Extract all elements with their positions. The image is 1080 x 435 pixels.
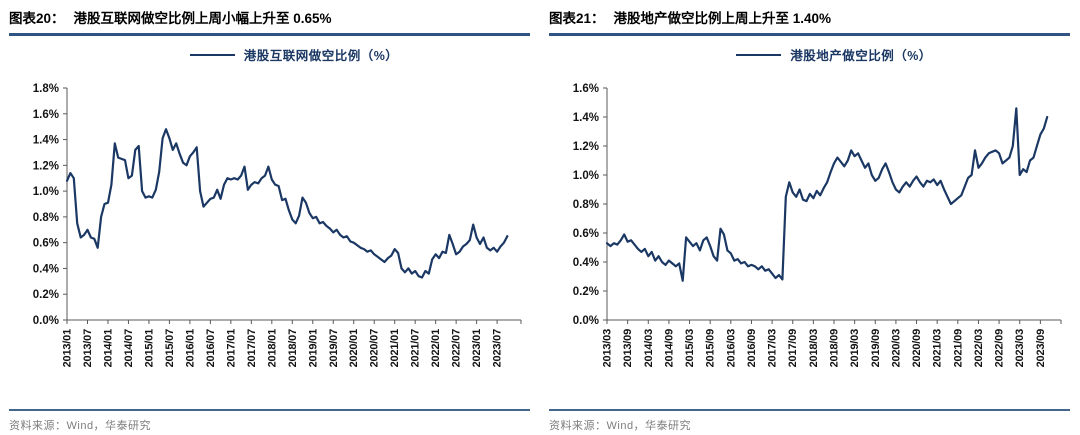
chart-card-internet-short-ratio: 图表20： 港股互联网做空比例上周小幅上升至 0.65% 港股互联网做空比例（%… bbox=[9, 5, 530, 433]
svg-text:0.4%: 0.4% bbox=[573, 257, 599, 269]
chart-header: 图表21： 港股地产做空比例上周上升至 1.40% bbox=[549, 5, 1070, 36]
svg-text:2020/03: 2020/03 bbox=[890, 329, 902, 367]
svg-text:0.2%: 0.2% bbox=[33, 289, 59, 301]
svg-text:0.2%: 0.2% bbox=[573, 286, 599, 298]
svg-text:1.4%: 1.4% bbox=[33, 135, 59, 147]
svg-text:2020/01: 2020/01 bbox=[348, 329, 360, 367]
legend-line-icon bbox=[736, 53, 782, 56]
svg-text:0.8%: 0.8% bbox=[33, 212, 59, 224]
chart-card-property-short-ratio: 图表21： 港股地产做空比例上周上升至 1.40% 港股地产做空比例（%） 0.… bbox=[549, 5, 1070, 433]
svg-text:1.2%: 1.2% bbox=[573, 141, 599, 153]
svg-text:1.0%: 1.0% bbox=[573, 170, 599, 182]
svg-text:2016/07: 2016/07 bbox=[205, 329, 217, 367]
svg-text:2016/09: 2016/09 bbox=[746, 329, 758, 367]
svg-text:2022/01: 2022/01 bbox=[430, 329, 442, 367]
svg-text:1.6%: 1.6% bbox=[573, 83, 599, 95]
legend-label: 港股互联网做空比例（%） bbox=[243, 49, 399, 63]
svg-text:2017/03: 2017/03 bbox=[767, 329, 779, 367]
chart-header: 图表20： 港股互联网做空比例上周小幅上升至 0.65% bbox=[9, 5, 530, 36]
source-text: 资料来源：Wind，华泰研究 bbox=[9, 420, 152, 432]
svg-text:2017/09: 2017/09 bbox=[787, 329, 799, 367]
svg-text:2017/07: 2017/07 bbox=[246, 329, 258, 367]
svg-text:2015/07: 2015/07 bbox=[164, 329, 176, 367]
svg-text:2019/07: 2019/07 bbox=[328, 329, 340, 367]
svg-text:2023/03: 2023/03 bbox=[1014, 329, 1026, 367]
svg-text:0.6%: 0.6% bbox=[573, 228, 599, 240]
legend-label: 港股地产做空比例（%） bbox=[790, 49, 932, 63]
svg-text:1.2%: 1.2% bbox=[33, 160, 59, 172]
svg-text:1.6%: 1.6% bbox=[33, 109, 59, 121]
svg-text:2020/07: 2020/07 bbox=[369, 329, 381, 367]
svg-text:2018/01: 2018/01 bbox=[266, 329, 278, 367]
line-chart-internet-short-ratio: 0.0% 0.2% 0.4% 0.6% 0.8% 1.0% 1.2% 1.4% 1.6% 1.8%… bbox=[33, 83, 522, 367]
svg-text:0.0%: 0.0% bbox=[33, 315, 59, 327]
svg-text:2014/01: 2014/01 bbox=[103, 329, 115, 367]
svg-text:2014/03: 2014/03 bbox=[643, 329, 655, 367]
svg-text:2023/07: 2023/07 bbox=[492, 329, 504, 367]
svg-text:2021/09: 2021/09 bbox=[952, 329, 964, 367]
svg-text:2021/07: 2021/07 bbox=[410, 329, 422, 367]
svg-text:2018/07: 2018/07 bbox=[287, 329, 299, 367]
svg-text:2015/01: 2015/01 bbox=[143, 329, 155, 367]
svg-text:2016/01: 2016/01 bbox=[184, 329, 196, 367]
svg-text:2019/01: 2019/01 bbox=[307, 329, 319, 367]
svg-text:2013/09: 2013/09 bbox=[622, 329, 634, 367]
svg-text:2018/03: 2018/03 bbox=[808, 329, 820, 367]
legend: 港股互联网做空比例（%） bbox=[67, 45, 521, 64]
svg-text:2022/07: 2022/07 bbox=[451, 329, 463, 367]
svg-text:2015/03: 2015/03 bbox=[684, 329, 696, 367]
source-divider bbox=[549, 409, 1070, 411]
svg-text:1.8%: 1.8% bbox=[33, 83, 59, 95]
svg-text:0.0%: 0.0% bbox=[573, 315, 599, 327]
svg-text:2023/09: 2023/09 bbox=[1035, 329, 1047, 367]
svg-text:2020/09: 2020/09 bbox=[911, 329, 923, 367]
svg-text:2013/03: 2013/03 bbox=[602, 329, 614, 367]
svg-text:2023/01: 2023/01 bbox=[471, 329, 483, 367]
source-text: 资料来源：Wind，华泰研究 bbox=[549, 420, 692, 432]
line-chart-property-short-ratio: 0.0% 0.2% 0.4% 0.6% 0.8% 1.0% 1.2% 1.4% 1.6% 2013… bbox=[573, 83, 1062, 367]
legend-line-icon bbox=[189, 53, 235, 56]
svg-text:2014/09: 2014/09 bbox=[663, 329, 675, 367]
svg-text:2022/03: 2022/03 bbox=[973, 329, 985, 367]
figure-label: 图表21： bbox=[549, 11, 605, 26]
svg-text:1.4%: 1.4% bbox=[573, 112, 599, 124]
svg-text:2021/03: 2021/03 bbox=[932, 329, 944, 367]
svg-text:2016/03: 2016/03 bbox=[725, 329, 737, 367]
svg-text:0.8%: 0.8% bbox=[573, 199, 599, 211]
svg-text:2015/09: 2015/09 bbox=[705, 329, 717, 367]
svg-text:2021/01: 2021/01 bbox=[389, 329, 401, 367]
svg-text:2014/07: 2014/07 bbox=[123, 329, 135, 367]
svg-text:0.6%: 0.6% bbox=[33, 238, 59, 250]
chart-title: 港股地产做空比例上周上升至 1.40% bbox=[613, 11, 832, 26]
legend: 港股地产做空比例（%） bbox=[607, 45, 1061, 64]
figure-label: 图表20： bbox=[9, 11, 65, 26]
svg-text:2017/01: 2017/01 bbox=[225, 329, 237, 367]
svg-text:2013/07: 2013/07 bbox=[82, 329, 94, 367]
chart-title: 港股互联网做空比例上周小幅上升至 0.65% bbox=[73, 11, 332, 26]
source-divider bbox=[9, 409, 530, 411]
svg-text:2019/03: 2019/03 bbox=[849, 329, 861, 367]
svg-text:1.0%: 1.0% bbox=[33, 186, 59, 198]
svg-text:2022/09: 2022/09 bbox=[994, 329, 1006, 367]
svg-text:0.4%: 0.4% bbox=[33, 263, 59, 275]
svg-text:2019/09: 2019/09 bbox=[870, 329, 882, 367]
svg-text:2018/09: 2018/09 bbox=[829, 329, 841, 367]
svg-text:2013/01: 2013/01 bbox=[62, 329, 74, 367]
